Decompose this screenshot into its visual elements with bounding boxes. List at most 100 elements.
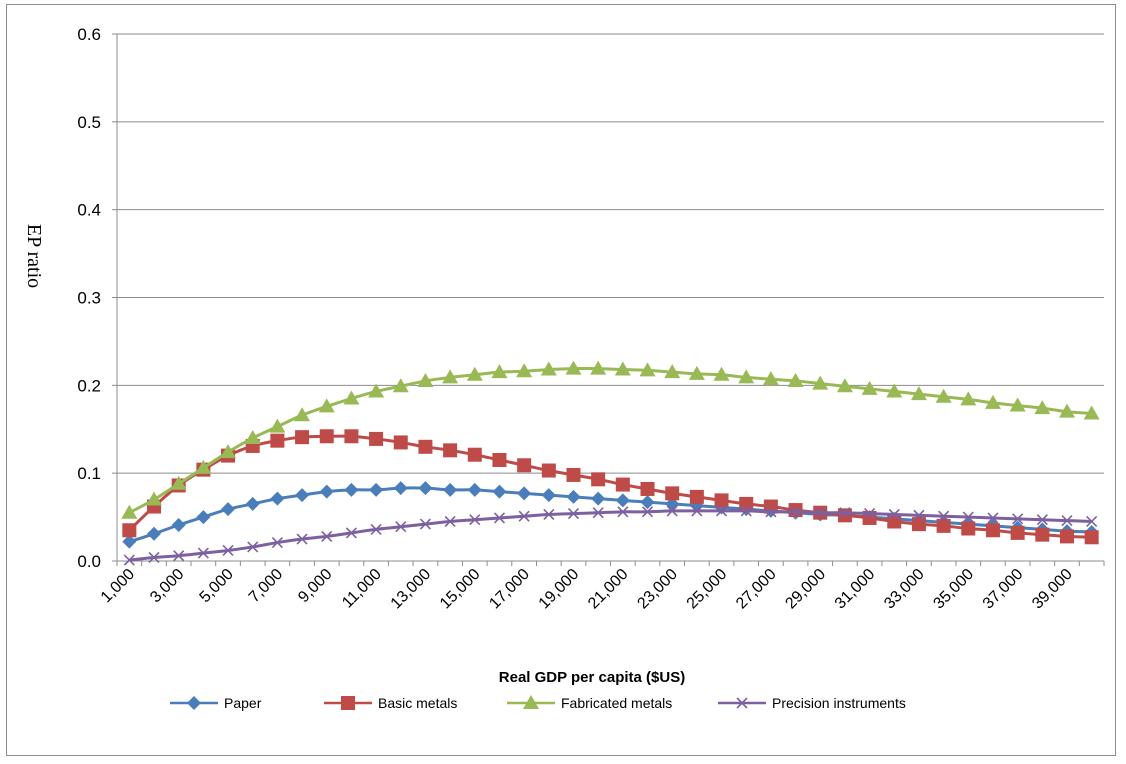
diamond-marker bbox=[443, 482, 458, 497]
square-marker bbox=[936, 518, 951, 533]
y-tick-label: 0.4 bbox=[77, 201, 101, 220]
diamond-marker bbox=[640, 495, 655, 510]
triangle-marker bbox=[195, 459, 212, 474]
triangle-marker bbox=[1083, 405, 1100, 420]
x-tick-label: 31,000 bbox=[832, 566, 879, 613]
diamond-marker bbox=[295, 488, 310, 503]
x-marker bbox=[173, 550, 185, 562]
x-marker bbox=[789, 506, 802, 518]
x-tick-label: 7,000 bbox=[246, 566, 286, 606]
triangle-marker bbox=[170, 475, 187, 490]
square-marker bbox=[369, 431, 384, 446]
x-marker bbox=[148, 551, 160, 564]
x-tick-label: 21,000 bbox=[585, 566, 632, 613]
square-marker bbox=[961, 521, 976, 536]
series-line-fabricated-metals bbox=[128, 367, 1092, 515]
x-marker bbox=[518, 510, 530, 522]
y-tick-label: 0.0 bbox=[77, 552, 101, 571]
triangle-marker bbox=[787, 372, 804, 387]
series-precision-instruments bbox=[123, 505, 1098, 566]
x-marker bbox=[617, 506, 629, 518]
x-tick-label: 37,000 bbox=[980, 566, 1027, 613]
x-tick-label: 5,000 bbox=[197, 566, 237, 606]
triangle-marker bbox=[910, 386, 927, 401]
x-tick-label: 13,000 bbox=[388, 566, 435, 613]
square-marker bbox=[467, 447, 482, 462]
x-marker bbox=[370, 523, 382, 535]
square-marker bbox=[911, 517, 926, 532]
x-tick-label: 19,000 bbox=[536, 566, 583, 613]
diamond-marker bbox=[541, 488, 556, 503]
x-tick-label: 15,000 bbox=[437, 566, 484, 613]
x-tick-label: 11,000 bbox=[339, 566, 385, 612]
diamond-marker bbox=[245, 496, 260, 511]
y-tick-label: 0.5 bbox=[77, 113, 101, 132]
x-marker bbox=[765, 506, 777, 518]
triangle-marker bbox=[762, 371, 779, 386]
square-marker bbox=[591, 472, 606, 487]
triangle-marker bbox=[886, 383, 903, 398]
diamond-marker bbox=[591, 491, 606, 506]
square-marker bbox=[887, 514, 902, 529]
x-tick-label: 29,000 bbox=[782, 566, 829, 613]
x-marker bbox=[123, 554, 135, 566]
triangle-marker bbox=[392, 378, 409, 393]
square-marker bbox=[319, 429, 334, 444]
x-marker bbox=[1036, 514, 1048, 526]
x-marker bbox=[592, 507, 604, 519]
triangle-marker bbox=[244, 430, 261, 445]
square-marker bbox=[837, 508, 852, 523]
x-marker bbox=[666, 505, 678, 517]
diamond-marker bbox=[517, 486, 532, 501]
y-tick-label: 0.1 bbox=[77, 464, 101, 483]
y-tick-label: 0.3 bbox=[77, 289, 101, 308]
x-marker bbox=[444, 515, 456, 528]
series-fabricated-metals bbox=[121, 360, 1100, 519]
x-marker bbox=[296, 533, 308, 545]
square-marker bbox=[689, 489, 704, 504]
triangle-marker bbox=[294, 407, 311, 422]
x-marker bbox=[715, 505, 728, 517]
triangle-marker bbox=[523, 695, 539, 709]
x-marker bbox=[864, 508, 876, 520]
square-marker bbox=[541, 463, 556, 478]
x-marker bbox=[493, 512, 506, 524]
square-marker bbox=[739, 496, 754, 511]
square-marker bbox=[985, 523, 1000, 538]
diamond-marker bbox=[369, 482, 384, 497]
square-marker bbox=[122, 523, 137, 538]
square-marker bbox=[1035, 527, 1050, 542]
triangle-marker bbox=[614, 361, 631, 376]
x-marker bbox=[987, 512, 999, 524]
triangle-marker bbox=[812, 375, 829, 390]
x-marker bbox=[345, 527, 357, 539]
triangle-marker bbox=[639, 362, 656, 377]
x-marker bbox=[271, 536, 283, 549]
legend-label: Fabricated metals bbox=[561, 695, 672, 711]
series-line-basic-metals bbox=[128, 434, 1092, 539]
label-layer: Real GDP per capita ($US) EP ratio 0.0 0.… bbox=[23, 25, 1076, 686]
square-marker bbox=[443, 443, 458, 458]
triangle-marker bbox=[318, 398, 335, 413]
diamond-marker bbox=[122, 534, 137, 549]
x-tick-label: 17,000 bbox=[486, 566, 533, 613]
series-line-precision-instruments bbox=[129, 509, 1092, 562]
diamond-marker bbox=[418, 481, 433, 496]
x-marker bbox=[1086, 515, 1098, 528]
y-tick-label: 0.2 bbox=[77, 376, 101, 395]
diamond-marker bbox=[270, 491, 285, 506]
diamond-marker bbox=[467, 482, 482, 497]
legend-item-precision-instruments: Precision instruments bbox=[718, 695, 906, 711]
chart-frame bbox=[6, 4, 1116, 756]
square-marker bbox=[763, 499, 778, 514]
x-marker bbox=[1061, 515, 1073, 527]
x-tick-label: 1,000 bbox=[98, 566, 138, 606]
square-marker bbox=[418, 439, 433, 454]
triangle-marker bbox=[738, 369, 755, 384]
triangle-marker bbox=[442, 369, 459, 384]
square-marker bbox=[665, 486, 680, 501]
x-marker bbox=[395, 521, 407, 533]
x-marker bbox=[736, 697, 748, 709]
legend-item-fabricated-metals: Fabricated metals bbox=[507, 695, 672, 711]
